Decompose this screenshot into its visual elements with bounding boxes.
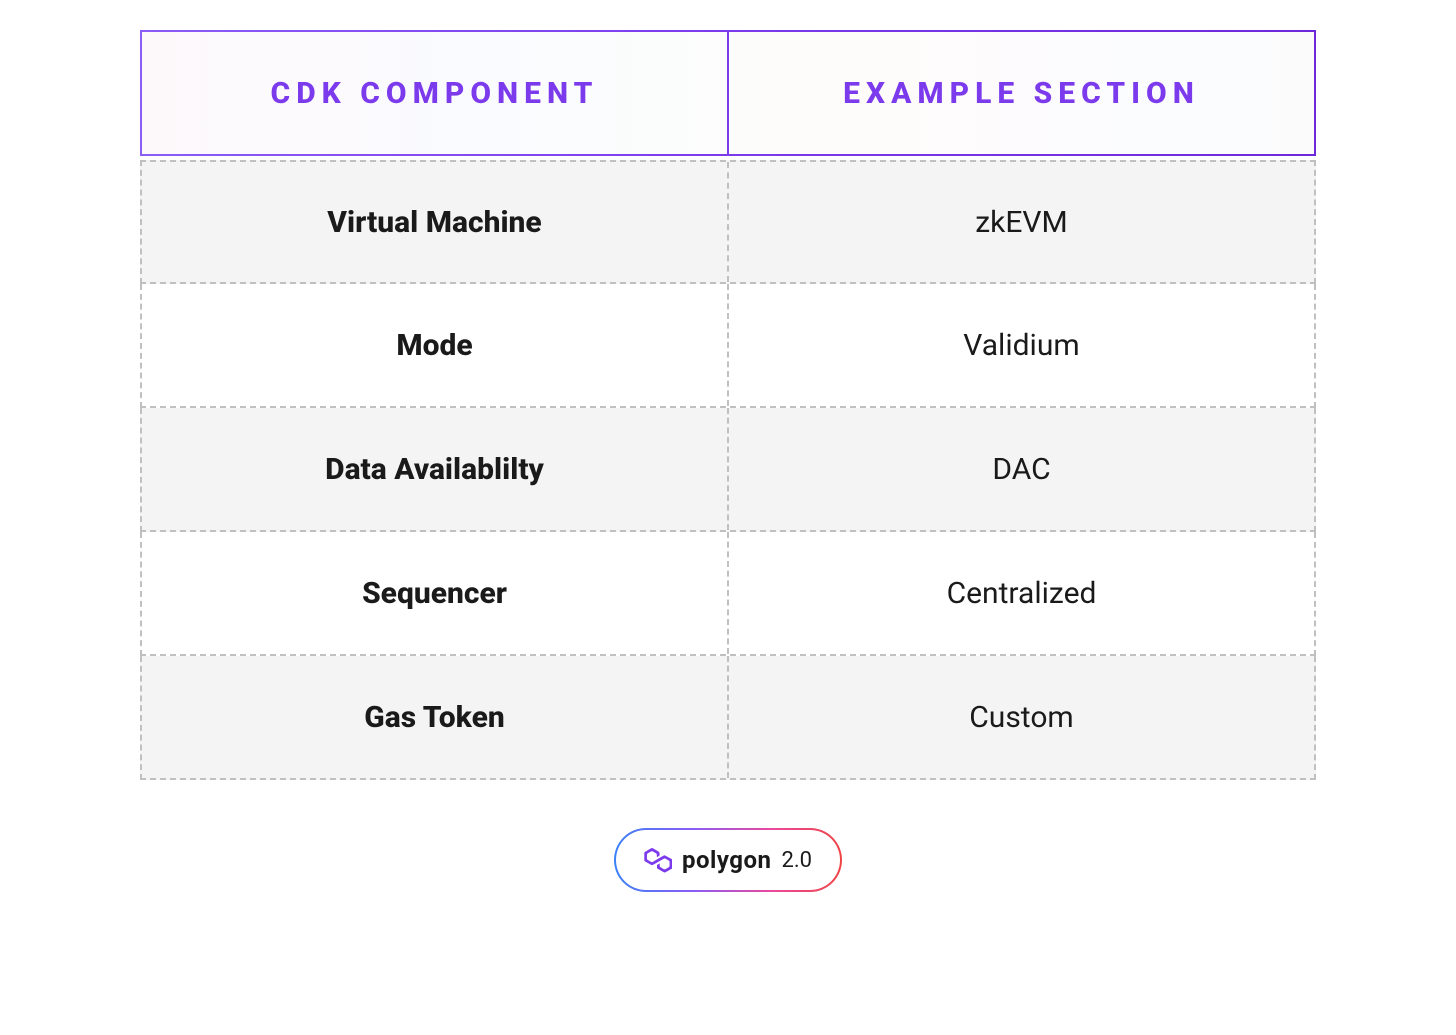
- brand-badge-container: polygon 2.0: [140, 830, 1316, 890]
- table-row: Virtual Machine zkEVM: [140, 160, 1316, 284]
- table-header-row: CDK COMPONENT EXAMPLE SECTION: [140, 30, 1316, 156]
- polygon-badge: polygon 2.0: [616, 830, 840, 890]
- table-row: Gas Token Custom: [140, 656, 1316, 780]
- example-cell: zkEVM: [729, 162, 1314, 282]
- cdk-component-table: CDK COMPONENT EXAMPLE SECTION Virtual Ma…: [140, 30, 1316, 780]
- polygon-icon: [644, 846, 672, 874]
- header-cell-example: EXAMPLE SECTION: [729, 32, 1314, 154]
- component-cell: Gas Token: [142, 656, 729, 778]
- example-cell: Validium: [729, 284, 1314, 406]
- example-cell: Centralized: [729, 532, 1314, 654]
- component-cell: Mode: [142, 284, 729, 406]
- component-cell: Data Availablilty: [142, 408, 729, 530]
- table-row: Sequencer Centralized: [140, 532, 1316, 656]
- component-cell: Sequencer: [142, 532, 729, 654]
- component-cell: Virtual Machine: [142, 162, 729, 282]
- header-cell-component: CDK COMPONENT: [142, 32, 729, 154]
- table-row: Mode Validium: [140, 284, 1316, 408]
- example-cell: Custom: [729, 656, 1314, 778]
- brand-version: 2.0: [782, 848, 813, 873]
- brand-name: polygon: [682, 846, 772, 874]
- example-cell: DAC: [729, 408, 1314, 530]
- table-row: Data Availablilty DAC: [140, 408, 1316, 532]
